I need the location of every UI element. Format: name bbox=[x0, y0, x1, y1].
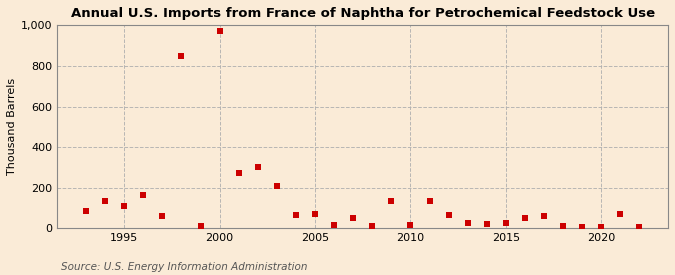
Point bbox=[539, 214, 549, 218]
Point bbox=[119, 204, 130, 208]
Text: Source: U.S. Energy Information Administration: Source: U.S. Energy Information Administ… bbox=[61, 262, 307, 272]
Point bbox=[81, 209, 92, 213]
Y-axis label: Thousand Barrels: Thousand Barrels bbox=[7, 78, 17, 175]
Point bbox=[424, 199, 435, 203]
Point bbox=[577, 225, 588, 230]
Point bbox=[367, 224, 378, 229]
Point bbox=[443, 213, 454, 218]
Point bbox=[252, 165, 263, 170]
Point bbox=[234, 170, 244, 175]
Title: Annual U.S. Imports from France of Naphtha for Petrochemical Feedstock Use: Annual U.S. Imports from France of Napht… bbox=[71, 7, 655, 20]
Point bbox=[634, 225, 645, 230]
Point bbox=[176, 54, 187, 58]
Point bbox=[386, 199, 397, 203]
Point bbox=[329, 223, 340, 228]
Point bbox=[500, 221, 511, 226]
Point bbox=[271, 184, 282, 188]
Point bbox=[310, 212, 321, 216]
Point bbox=[157, 214, 168, 218]
Point bbox=[558, 224, 568, 229]
Point bbox=[195, 224, 206, 229]
Point bbox=[462, 221, 473, 226]
Point bbox=[481, 222, 492, 227]
Point bbox=[520, 216, 531, 221]
Point bbox=[290, 213, 301, 218]
Point bbox=[596, 225, 607, 230]
Point bbox=[405, 223, 416, 228]
Point bbox=[615, 212, 626, 216]
Point bbox=[214, 29, 225, 34]
Point bbox=[138, 193, 148, 197]
Point bbox=[348, 216, 358, 221]
Point bbox=[100, 199, 111, 203]
